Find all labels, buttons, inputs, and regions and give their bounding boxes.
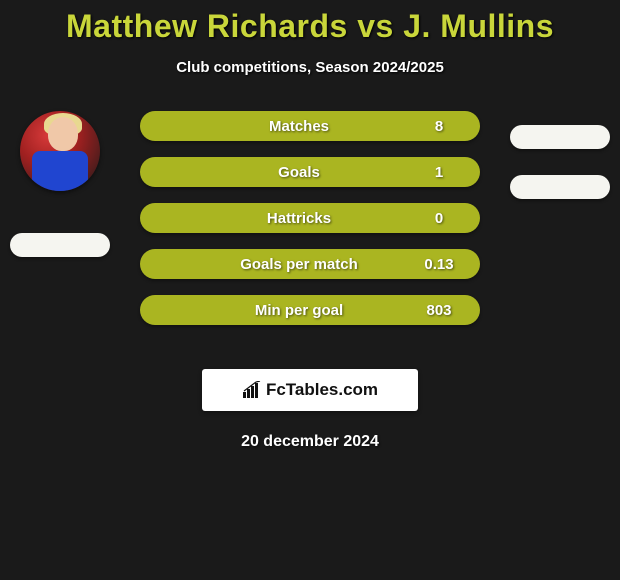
subtitle: Club competitions, Season 2024/2025 <box>0 59 620 76</box>
stat-label: Matches <box>140 118 410 135</box>
stat-label: Min per goal <box>140 302 410 319</box>
stat-value: 0 <box>410 210 480 227</box>
stat-row-goals: Goals 1 <box>140 157 480 187</box>
stat-value: 0.13 <box>410 256 480 273</box>
stat-row-min-per-goal: Min per goal 803 <box>140 295 480 325</box>
stat-row-matches: Matches 8 <box>140 111 480 141</box>
player-left-name-pill <box>10 233 110 257</box>
player-right-column <box>500 111 620 199</box>
stat-value: 1 <box>410 164 480 181</box>
watermark-text: FcTables.com <box>266 380 378 400</box>
content-area: Matches 8 Goals 1 Hattricks 0 Goals per … <box>0 111 620 361</box>
date-label: 20 december 2024 <box>0 433 620 451</box>
stat-value: 8 <box>410 118 480 135</box>
player-right-name-pill-1 <box>510 125 610 149</box>
stat-row-hattricks: Hattricks 0 <box>140 203 480 233</box>
stat-label: Hattricks <box>140 210 410 227</box>
comparison-infographic: Matthew Richards vs J. Mullins Club comp… <box>0 0 620 580</box>
stat-value: 803 <box>410 302 480 319</box>
stat-row-goals-per-match: Goals per match 0.13 <box>140 249 480 279</box>
player-left-avatar <box>20 111 100 191</box>
stat-label: Goals <box>140 164 410 181</box>
page-title: Matthew Richards vs J. Mullins <box>0 0 620 45</box>
stats-panel: Matches 8 Goals 1 Hattricks 0 Goals per … <box>140 111 480 341</box>
stat-label: Goals per match <box>140 256 410 273</box>
watermark-badge: FcTables.com <box>202 369 418 411</box>
player-left-column <box>0 111 120 257</box>
avatar-jersey <box>32 151 88 191</box>
avatar-head <box>48 117 78 151</box>
bar-chart-icon <box>242 381 262 399</box>
player-right-name-pill-2 <box>510 175 610 199</box>
